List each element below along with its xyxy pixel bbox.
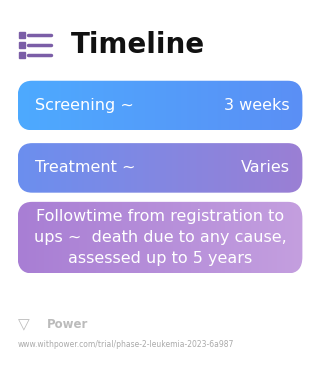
- Text: Followtime from registration to
ups ~  death due to any cause,
assessed up to 5 : Followtime from registration to ups ~ de…: [34, 209, 286, 266]
- Text: Treatment ~: Treatment ~: [35, 160, 136, 175]
- Text: www.withpower.com/trial/phase-2-leukemia-2023-6a987: www.withpower.com/trial/phase-2-leukemia…: [18, 341, 234, 349]
- Text: Power: Power: [46, 318, 88, 331]
- Text: ▽: ▽: [18, 317, 30, 332]
- Text: Varies: Varies: [241, 160, 290, 175]
- Text: 3 weeks: 3 weeks: [224, 98, 290, 113]
- Text: Timeline: Timeline: [70, 31, 204, 59]
- Text: Screening ~: Screening ~: [35, 98, 134, 113]
